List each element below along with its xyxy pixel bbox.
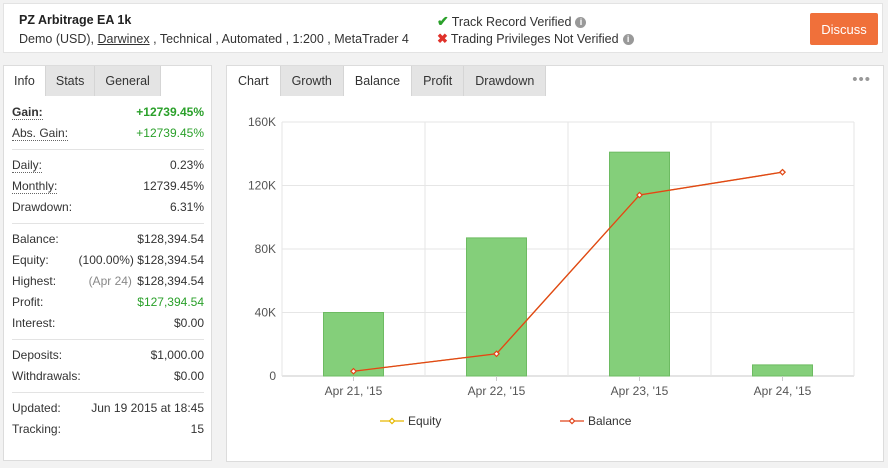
stat-updated: Updated: Jun 19 2015 at 18:45 [12,398,204,419]
withdrawals-label: Withdrawals: [12,369,81,383]
equity-value: $128,394.54 [137,253,204,267]
stats-list: Gain: +12739.45% Abs. Gain: +12739.45% D… [12,102,204,440]
balance-label: Balance: [12,232,59,246]
stat-drawdown: Drawdown: 6.31% [12,197,204,218]
interest-value: $0.00 [173,316,204,330]
tab-drawdown[interactable]: Drawdown [464,66,547,96]
monthly-label[interactable]: Monthly: [12,179,58,194]
drawdown-value: 6.31% [169,200,204,214]
x-tick-label: Apr 22, '15 [468,384,526,398]
y-tick-label: 160K [248,115,276,129]
y-tick-label: 120K [248,179,276,193]
system-header: PZ Arbitrage EA 1k Demo (USD), Darwinex … [3,3,883,53]
legend-label-balance: Balance [588,414,632,428]
tracking-value: 15 [190,422,204,436]
equity-label: Equity: [12,253,49,267]
stat-monthly: Monthly: 12739.45% [12,176,204,197]
tab-chart[interactable]: Chart [227,66,281,96]
data-point-balance [779,168,786,176]
stat-tracking: Tracking: 15 [12,419,204,440]
highest-date: (Apr 24) [88,274,132,288]
chart-bar [752,364,813,377]
y-tick-label: 0 [269,369,276,383]
legend-label-equity: Equity [408,414,441,428]
legend-marker-equity [388,417,396,425]
gain-value: +12739.45% [136,105,204,119]
tab-general[interactable]: General [95,66,161,96]
balance-value: $128,394.54 [137,232,204,246]
y-tick-label: 40K [255,306,276,320]
stat-abs-gain: Abs. Gain: +12739.45% [12,123,204,144]
withdrawals-value: $0.00 [173,369,204,383]
stat-deposits: Deposits: $1,000.00 [12,345,204,366]
trading-privileges-status: ✖ Trading Privileges Not Verified i [437,31,634,47]
tab-growth[interactable]: Growth [280,66,344,96]
series-line-balance [353,171,783,372]
data-point-balance [350,367,357,375]
left-tab-bar: Info Stats General [4,66,161,96]
abs-gain-label[interactable]: Abs. Gain: [12,126,69,141]
updated-label: Updated: [12,401,61,415]
x-tick-label: Apr 21, '15 [325,384,383,398]
highest-value: $128,394.54 [137,274,204,288]
balance-chart: 0 40K 80K 120K 160K Apr 21, '15 Apr 22, '15 Apr… [248,115,855,428]
broker-link[interactable]: Darwinex [97,32,150,46]
tab-info[interactable]: Info [4,66,46,96]
data-point-balance [636,191,643,199]
equity-percent: (100.00%) [78,253,134,267]
cross-icon: ✖ [437,31,448,46]
highest-label: Highest: [12,274,57,288]
trading-privileges-text: Trading Privileges Not Verified [450,32,619,46]
tab-balance[interactable]: Balance [343,66,413,96]
y-tick-label: 80K [255,242,276,256]
info-icon[interactable]: i [622,34,634,45]
deposits-value: $1,000.00 [150,348,204,362]
info-icon[interactable]: i [575,17,587,28]
discuss-button[interactable]: Discuss [810,13,878,45]
chart-bar [323,312,384,377]
track-record-status: ✔ Track Record Verified i [437,13,587,30]
drawdown-label: Drawdown: [12,200,73,214]
chart-bar [609,151,670,377]
daily-label[interactable]: Daily: [12,158,43,173]
tracking-label: Tracking: [12,422,61,436]
more-dots-icon[interactable]: ••• [852,71,871,88]
profit-label: Profit: [12,295,44,309]
stat-balance: Balance: $128,394.54 [12,229,204,250]
stats-panel: Info Stats General Gain: +12739.45% Abs.… [3,65,212,461]
stat-profit: Profit: $127,394.54 [12,292,204,313]
tab-profit[interactable]: Profit [412,66,465,96]
interest-label: Interest: [12,316,56,330]
divider [12,392,204,393]
chart-tab-bar: Chart Growth Balance Profit Drawdown [227,66,547,96]
divider [12,339,204,340]
check-icon: ✔ [437,13,449,29]
deposits-label: Deposits: [12,348,63,362]
x-tick-label: Apr 24, '15 [754,384,812,398]
tab-stats[interactable]: Stats [45,66,96,96]
account-info-prefix: Demo (USD), [19,32,95,46]
legend-marker-balance [568,417,576,425]
gain-label[interactable]: Gain: [12,105,43,120]
data-point-balance [493,350,500,358]
stat-highest: Highest: (Apr 24) $128,394.54 [12,271,204,292]
account-info-suffix: , Technical , Automated , 1:200 , MetaTr… [153,32,409,46]
abs-gain-value: +12739.45% [136,126,204,140]
stat-interest: Interest: $0.00 [12,313,204,334]
system-info: Demo (USD), Darwinex , Technical , Autom… [19,32,409,46]
daily-value: 0.23% [169,158,204,172]
profit-value: $127,394.54 [137,295,204,309]
monthly-value: 12739.45% [143,179,204,193]
divider [12,149,204,150]
stat-withdrawals: Withdrawals: $0.00 [12,366,204,387]
x-tick-label: Apr 23, '15 [611,384,669,398]
chart-panel: 0 40K 80K 120K 160K Apr 21, '15 Apr 22, '15 Apr… [226,65,884,462]
stat-daily: Daily: 0.23% [12,155,204,176]
stat-gain: Gain: +12739.45% [12,102,204,123]
updated-value: Jun 19 2015 at 18:45 [91,401,204,415]
track-record-text: Track Record Verified [451,15,572,29]
divider [12,223,204,224]
stat-equity: Equity: (100.00%) $128,394.54 [12,250,204,271]
system-title: PZ Arbitrage EA 1k [19,13,132,27]
